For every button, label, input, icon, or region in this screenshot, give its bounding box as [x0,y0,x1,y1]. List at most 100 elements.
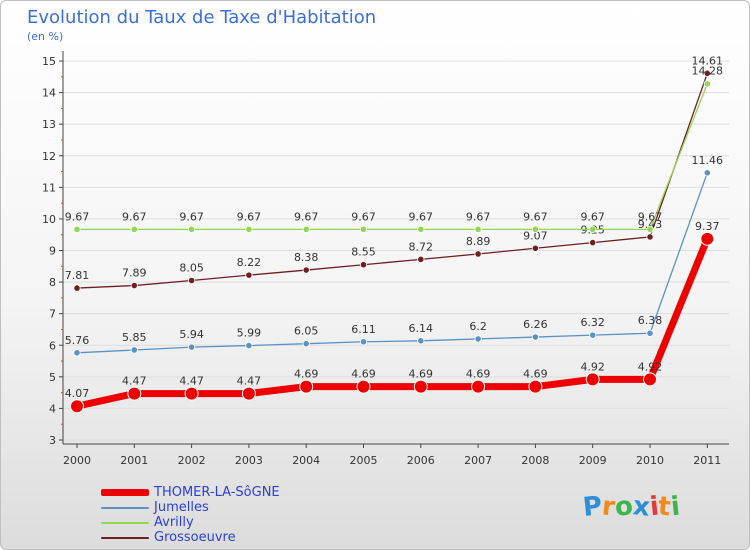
data-label: 9.67 [638,210,663,223]
legend-item-avrilly: Avrilly [101,515,280,530]
x-tick-label: 2011 [693,454,721,467]
y-tick-label: 12 [42,150,56,163]
legend-swatch [101,489,149,496]
y-tick-label: 10 [42,213,56,226]
chart-subtitle: (en %) [27,30,64,43]
data-point [70,399,84,414]
x-tick-label: 2003 [235,454,263,467]
data-point [417,225,425,233]
logo-letter: i [669,491,682,523]
series-line [76,237,711,410]
data-label: 8.55 [351,246,376,259]
x-tick-label: 2005 [350,454,378,467]
data-label: 4.69 [409,368,434,381]
x-tick-label: 2001 [120,454,148,467]
data-label: 9.67 [466,210,491,223]
data-label: 9.67 [122,210,147,223]
data-label: 9.67 [580,210,605,223]
data-point [646,233,654,241]
data-point [589,239,597,247]
data-label: 6.11 [351,323,376,336]
data-point [471,379,486,394]
data-label: 8.22 [237,256,262,269]
data-label: 9.07 [523,229,548,242]
data-point [130,225,138,233]
data-label: 8.72 [409,240,434,253]
data-point [531,244,540,252]
data-label: 7.89 [122,267,147,280]
y-tick-label: 9 [49,245,56,258]
data-point [700,231,715,246]
data-point [531,333,540,341]
data-point [302,340,310,348]
data-point [299,379,314,394]
y-tick-label: 4 [49,402,56,415]
data-point [245,271,253,279]
data-point [130,346,138,354]
legend: THOMER-LA-SôGNE Jumelles Avrilly Grossoeuvr… [101,485,280,545]
data-point [417,337,425,345]
data-label: 9.67 [237,210,262,223]
y-tick-label: 14 [42,87,56,100]
data-point [359,225,368,233]
data-label: 8.38 [294,251,319,264]
series-line [76,172,708,354]
legend-swatch [101,536,149,539]
data-label: 4.69 [294,368,319,381]
data-point [130,281,138,290]
data-label: 4.47 [122,375,147,388]
data-point [359,338,368,346]
data-label: 6.26 [523,318,548,331]
data-point [184,386,199,401]
data-label: 5.76 [65,334,90,347]
series-thomer-la-s-gne: 4.07 4.47 4.47 4.47 4.69 4.69 4.69 4.69 4.69 4.92… [65,220,720,414]
data-point [474,225,482,233]
data-label: 4.69 [351,368,376,381]
data-label: 4.47 [237,375,262,388]
legend-label: Grossoeuvre [154,530,236,545]
data-point [245,341,253,350]
y-tick-label: 5 [49,371,56,384]
legend-label: THOMER-LA-SôGNE [154,485,280,500]
data-point [188,225,196,233]
data-point [474,335,482,343]
data-label: 11.46 [692,154,724,167]
chart-title: Evolution du Taux de Taxe d'Habitation [27,7,377,28]
data-point [188,343,196,351]
proxiti-logo: Proxiti [581,491,682,523]
series-avrilly: 9.67 9.67 9.67 9.67 9.67 9.67 9.67 9.67 9.67 9.67… [65,65,723,233]
data-label: 6.32 [580,316,605,329]
legend-label: Jumelles [154,500,209,515]
series-jumelles: 5.76 5.85 5.94 5.99 6.05 6.11 6.14 6.2 6.26 6.32 6… [65,154,724,357]
data-label: 9.67 [179,210,204,223]
data-point [241,386,256,401]
data-point [356,379,371,394]
data-label: 14.61 [692,54,724,67]
data-label: 8.05 [179,262,204,275]
data-point [703,69,711,77]
data-label: 6.14 [409,322,434,335]
data-label: 9.67 [351,210,376,223]
data-label: 6.38 [638,314,663,327]
data-point [302,266,310,274]
data-point [474,250,482,258]
data-point [188,276,196,285]
data-point [127,386,142,401]
legend-swatch [101,521,149,524]
x-tick-label: 2004 [292,454,320,467]
y-tick-label: 11 [42,181,56,194]
data-label: 4.07 [65,387,90,400]
y-tick-label: 7 [49,308,56,321]
data-point [703,169,711,177]
data-point [73,349,81,357]
data-label: 6.2 [469,320,487,333]
series-line [77,83,708,230]
legend-item-grossoeuvre: Grossoeuvre [101,530,280,545]
series-line [76,73,708,289]
data-label: 6.05 [294,325,319,338]
data-label: 7.81 [65,269,90,282]
data-label: 9.67 [294,210,319,223]
x-tick-label: 2007 [464,454,492,467]
